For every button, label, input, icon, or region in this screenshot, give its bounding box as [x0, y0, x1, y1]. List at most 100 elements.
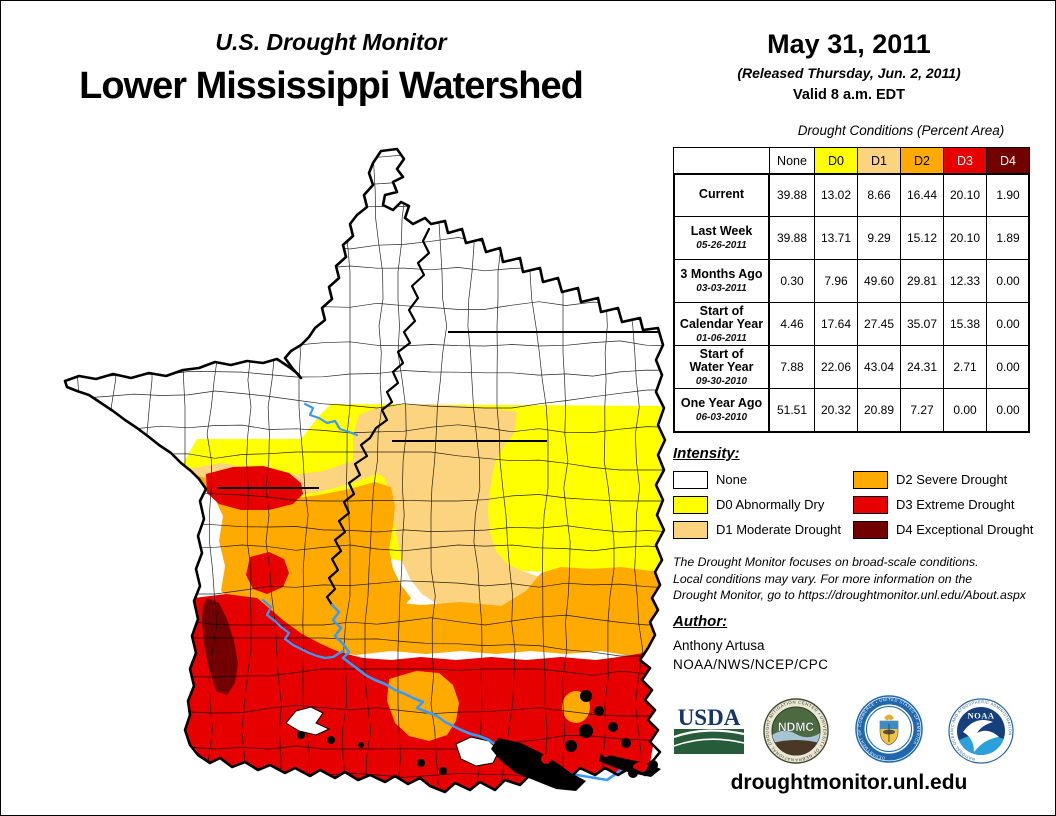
cell-value: 20.89: [857, 388, 901, 432]
department-of-commerce-seal: DEPARTMENT OF COMMERCE • UNITED STATES O…: [855, 695, 923, 763]
cell-value: 35.07: [900, 302, 944, 346]
row-label: Current: [698, 186, 745, 201]
legend-label: D4 Exceptional Drought: [896, 522, 1034, 537]
state-boundaries: [218, 331, 664, 489]
legend-item-d0: D0 Abnormally Dry: [673, 495, 825, 514]
cell-value: 15.38: [943, 302, 987, 346]
author-title: Author:: [673, 613, 728, 630]
disclaimer-line: Local conditions may vary. For more info…: [673, 571, 973, 586]
none-swatch: [673, 470, 708, 489]
cell-value: 13.02: [814, 173, 858, 217]
row-date: 05-26-2011: [696, 239, 747, 251]
legend-item-none: None: [673, 470, 748, 489]
author-organization: NOAA/NWS/NCEP/CPC: [673, 657, 829, 672]
table-row: Current 39.88 13.02 8.66 16.44 20.10 1.9…: [673, 173, 1030, 217]
cell-value: 43.04: [857, 345, 901, 389]
drought-conditions-table: None D0 D1 D2 D3 D4 Current 39.88 13.02 …: [673, 147, 1030, 432]
col-header-none: None: [769, 147, 815, 174]
table-row: Start of Water Year 09-30-2010 7.88 22.06…: [673, 345, 1030, 389]
cell-value: 17.64: [814, 302, 858, 346]
cell-value: 39.88: [769, 216, 815, 260]
legend-item-d4: D4 Exceptional Drought: [853, 520, 1034, 539]
cell-value: 0.00: [986, 345, 1030, 389]
cell-value: 15.12: [900, 216, 944, 260]
release-note: (Released Thursday, Jun. 2, 2011): [737, 65, 961, 81]
noaa-logo-text: NOAA: [967, 711, 994, 721]
coastal-marsh-delta: [297, 690, 661, 791]
cell-value: 1.90: [986, 173, 1030, 217]
noaa-gull-icon: [963, 719, 999, 752]
map-supertitle: U.S. Drought Monitor: [215, 29, 447, 55]
row-date: 06-03-2010: [695, 411, 748, 423]
col-header-d3: D3: [943, 147, 987, 174]
ndmc-logo: NDMC NATIONAL DROUGHT MITIGATION CENTER …: [762, 697, 829, 764]
cell-value: 27.45: [857, 302, 901, 346]
cell-value: 0.30: [769, 259, 815, 303]
cell-value: 0.00: [986, 388, 1030, 432]
row-date: 01-06-2011: [696, 332, 747, 344]
legend-label: None: [716, 472, 748, 487]
cell-value: 20.10: [943, 173, 987, 217]
row-label: Last Week: [690, 224, 753, 239]
d4-swatch: [853, 520, 888, 539]
mississippi-river-upper: [325, 227, 431, 607]
table-row: 3 Months Ago 03-03-2011 0.30 7.96 49.60 2…: [673, 259, 1030, 303]
cell-value: 7.27: [900, 388, 944, 432]
legend-item-d3: D3 Extreme Drought: [853, 495, 1015, 514]
col-header-d0: D0: [814, 147, 858, 174]
row-label: 3 Months Ago: [680, 267, 763, 282]
coastal-bays: [285, 706, 500, 767]
cell-value: 20.32: [814, 388, 858, 432]
cell-value: 0.00: [986, 259, 1030, 303]
ndmc-soil-shape: [772, 740, 820, 755]
table-caption: Drought Conditions (Percent Area): [797, 123, 1005, 138]
d3-swatch: [853, 495, 888, 514]
d1-swatch: [673, 520, 708, 539]
site-url: droughtmonitor.unl.edu: [730, 771, 968, 794]
cell-value: 39.88: [769, 173, 815, 217]
cell-value: 7.88: [769, 345, 815, 389]
cell-value: 13.71: [814, 216, 858, 260]
disclaimer-line: Drought Monitor, go to https://droughtmo…: [673, 588, 1026, 602]
legend-label: D0 Abnormally Dry: [716, 497, 825, 512]
legend-label: D3 Extreme Drought: [896, 497, 1015, 512]
cell-value: 9.29: [857, 216, 901, 260]
d2-swatch: [853, 470, 888, 489]
col-header-d4: D4: [986, 147, 1030, 174]
valid-note: Valid 8 a.m. EDT: [792, 87, 905, 103]
cell-value: 4.46: [769, 302, 815, 346]
legend-label: D1 Moderate Drought: [716, 522, 842, 537]
row-date: 03-03-2011: [696, 282, 747, 294]
author-name: Anthony Artusa: [673, 638, 765, 653]
cell-value: 24.31: [900, 345, 944, 389]
cell-value: 49.60: [857, 259, 901, 303]
cell-value: 16.44: [900, 173, 944, 217]
cell-value: 20.10: [943, 216, 987, 260]
table-header-row: None D0 D1 D2 D3 D4: [673, 147, 1030, 174]
cell-value: 22.06: [814, 345, 858, 389]
cell-value: 12.33: [943, 259, 987, 303]
cell-value: 51.51: [769, 388, 815, 432]
ndmc-logo-text: NDMC: [778, 720, 814, 734]
table-row: One Year Ago 06-03-2010 51.51 20.32 20.89…: [673, 388, 1030, 432]
arkansas-river: [303, 402, 359, 437]
doc-eagle-icon: [884, 714, 894, 721]
noaa-logo: NOAA NATIONAL OCEANIC AND ATMOSPHERIC AD…: [948, 698, 1014, 764]
row-date: 09-30-2010: [695, 375, 748, 387]
watershed-outline: [63, 147, 667, 794]
row-label: Start of Calendar Year: [679, 303, 764, 331]
table-row: Last Week 05-26-2011 39.88 13.71 9.29 15.…: [673, 216, 1030, 260]
cell-value: 7.96: [814, 259, 858, 303]
region-d4-exceptional-drought: [202, 598, 238, 695]
legend-label: D2 Severe Drought: [896, 472, 1008, 487]
table-row: Start of Calendar Year 01-06-2011 4.46 17…: [673, 302, 1030, 346]
cell-value: 0.00: [943, 388, 987, 432]
row-label: One Year Ago: [680, 396, 763, 411]
col-header-d2: D2: [900, 147, 944, 174]
cell-value: 1.89: [986, 216, 1030, 260]
legend-title: Intensity:: [673, 445, 740, 462]
disclaimer-line: The Drought Monitor focuses on broad-sca…: [673, 555, 979, 569]
row-label: Start of Water Year: [689, 346, 754, 374]
